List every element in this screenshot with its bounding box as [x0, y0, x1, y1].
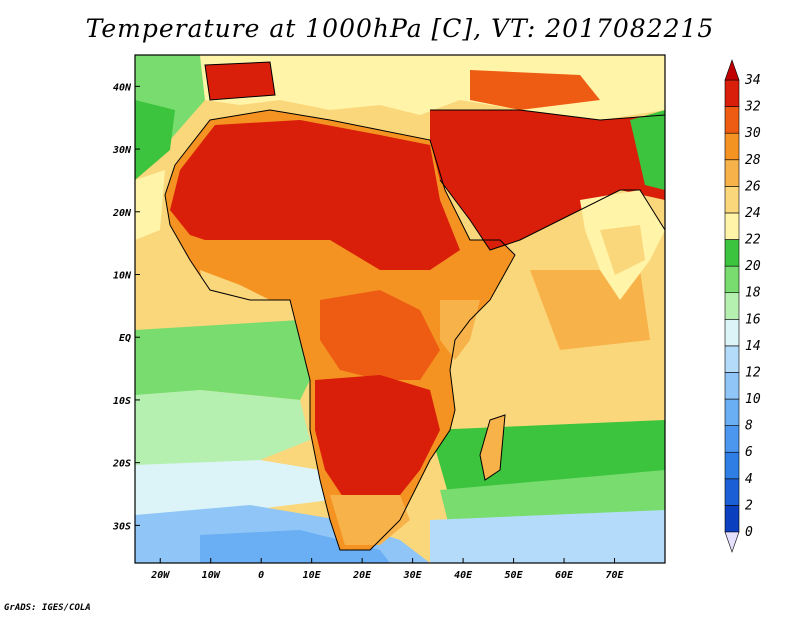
colorbar-label: 34 [744, 73, 761, 88]
colorbar-label: 14 [745, 339, 761, 354]
colorbar-segment [724, 318, 740, 347]
lat-tick-label: 20S [112, 459, 131, 470]
colorbar-segment [724, 345, 740, 373]
lon-tick-label: 10W [202, 570, 221, 581]
lat-tick-label: 10S [113, 396, 131, 407]
longitude-axis: 20W 10W 0 10E 20E 30E 40E 50E 60E 70E [150, 558, 625, 581]
coastlines [164, 61, 665, 551]
southern-africa-hot [315, 375, 440, 500]
lon-tick-label: 50E [505, 570, 524, 581]
latitude-axis: 40N 30N 20N 10N EQ 10S 20S 30S [112, 82, 140, 532]
colorbar-label: 18 [745, 286, 761, 301]
map-title: Temperature at 1000hPa [C], VT: 20170822… [85, 14, 715, 43]
west-africa-coast [200, 270, 270, 305]
colorbar-segment [724, 478, 740, 506]
colorbar-label: 32 [744, 100, 761, 115]
colorbar-segment [724, 159, 740, 187]
lon-tick-label: 70E [605, 570, 624, 581]
colorbar-segment [724, 132, 740, 161]
colorbar-label: 12 [745, 365, 761, 380]
colorbar-label: 26 [745, 179, 761, 194]
colorbar-segment [724, 451, 740, 480]
lat-tick-label: 10N [113, 271, 132, 282]
lon-tick-label: 40E [454, 570, 473, 581]
anatolia-hot [470, 70, 600, 110]
madagascar [480, 415, 505, 480]
colorbar-label: 16 [745, 312, 761, 327]
colorbar-label: 10 [745, 392, 761, 407]
colorbar-label: 4 [745, 472, 753, 487]
plot-frame [134, 54, 666, 564]
lon-tick-label: 10E [303, 570, 322, 581]
south-indian-blue [430, 510, 665, 563]
colorbar-segment [724, 212, 740, 240]
north-atlantic-band [135, 100, 175, 180]
iberia-hot [205, 62, 275, 100]
colorbar-segment [724, 292, 740, 320]
colorbar-segment [724, 106, 740, 134]
colorbar-label: 24 [745, 206, 761, 221]
colorbar-under-arrow [724, 531, 740, 553]
lat-tick-label: 30N [112, 145, 132, 156]
south-atlantic-green [135, 320, 315, 400]
lon-tick-label: 60E [555, 570, 574, 581]
south-africa-orange [330, 495, 410, 545]
colorbar-label: 6 [745, 445, 753, 460]
lat-tick-label: 20N [112, 208, 132, 219]
south-atlantic-lightgreen [135, 390, 310, 470]
colorbar-segment [724, 239, 740, 267]
canary-zone [135, 170, 165, 240]
colorbar-label: 28 [745, 153, 761, 168]
lat-tick-label: EQ [119, 333, 131, 344]
india-center [600, 225, 645, 275]
colorbar-segment [724, 505, 740, 533]
colorbar-label: 2 [745, 498, 753, 513]
colorbar-label: 22 [745, 233, 761, 248]
southern-ocean-deepblue [200, 530, 390, 563]
east-africa-highlands [440, 300, 480, 360]
lon-tick-label: 20E [352, 570, 372, 581]
temperature-field [135, 55, 665, 563]
sahel-orange [190, 240, 370, 290]
sahara-hot [170, 120, 460, 270]
colorbar-segment [724, 265, 740, 294]
grads-credit: GrADS: IGES/COLA [4, 603, 91, 613]
arabia-hot [430, 110, 665, 250]
lon-tick-label: 20W [150, 570, 170, 581]
colorbar-segment [724, 186, 740, 214]
lat-tick-label: 30S [112, 521, 131, 532]
colorbar-label: 30 [744, 126, 761, 141]
colorbar-over-arrow [724, 59, 740, 81]
colorbar-label: 20 [745, 259, 761, 274]
himalaya [630, 110, 665, 190]
colorbar-label: 8 [745, 419, 753, 434]
south-atlantic-cyan [135, 460, 330, 520]
lon-tick-label: 0 [258, 570, 264, 581]
central-africa [320, 290, 440, 380]
colorbar-label: 0 [745, 525, 753, 540]
lon-tick-label: 30E [403, 570, 423, 581]
lat-tick-label: 40N [113, 82, 132, 93]
colorbar-segment [724, 372, 740, 400]
colorbar-segment [724, 398, 740, 426]
colorbar-segment [724, 425, 740, 453]
colorbar-segment [724, 79, 740, 107]
